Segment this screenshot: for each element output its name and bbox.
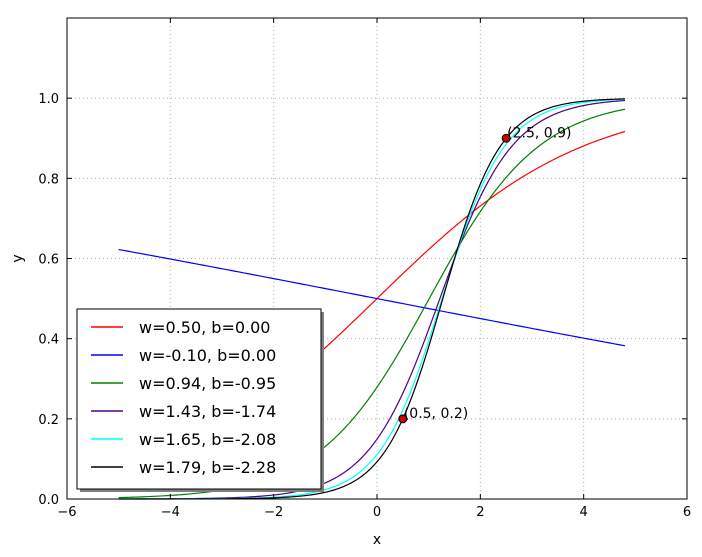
series-line	[118, 248, 626, 347]
y-tick-label: 0.6	[38, 253, 59, 268]
point-annotation: (0.5, 0.2)	[404, 406, 468, 422]
legend-label: w=-0.10, b=0.00	[139, 346, 276, 365]
y-axis-label: y	[10, 254, 26, 262]
legend: w=0.50, b=0.00 w=-0.10, b=0.00 w=0.94, b=-…	[76, 308, 324, 492]
data-point	[398, 414, 408, 424]
ticks-group: −6 −4 −2 0 2 4 6 0.0 0.2 0.4 0.6 0.8 1.0	[38, 18, 691, 520]
x-tick-label: −6	[57, 505, 76, 520]
legend-label: w=1.65, b=-2.08	[139, 430, 276, 449]
x-tick-label: 2	[476, 505, 484, 520]
x-axis-label: x	[373, 532, 381, 548]
series-line	[118, 108, 626, 499]
x-tick-label: 0	[373, 505, 381, 520]
x-tick-label: −4	[161, 505, 180, 520]
legend-label: w=0.50, b=0.00	[139, 318, 270, 337]
y-tick-label: 0.8	[38, 172, 59, 187]
y-tick-label: 0.2	[38, 413, 59, 428]
legend-label: w=0.94, b=-0.95	[139, 374, 276, 393]
y-tick-label: 1.0	[38, 92, 59, 107]
points-group: (0.5, 0.2) (2.5, 0.9)	[398, 125, 572, 424]
x-tick-label: 6	[683, 505, 691, 520]
legend-label: w=1.43, b=-1.74	[139, 402, 276, 421]
x-tick-label: 4	[580, 505, 588, 520]
x-tick-label: −2	[264, 505, 283, 520]
data-point	[501, 133, 511, 143]
legend-box	[76, 308, 322, 490]
point-annotation: (2.5, 0.9)	[507, 125, 571, 141]
y-tick-label: 0.0	[38, 493, 59, 508]
legend-label: w=1.79, b=-2.28	[139, 458, 276, 477]
y-tick-label: 0.4	[38, 333, 59, 348]
